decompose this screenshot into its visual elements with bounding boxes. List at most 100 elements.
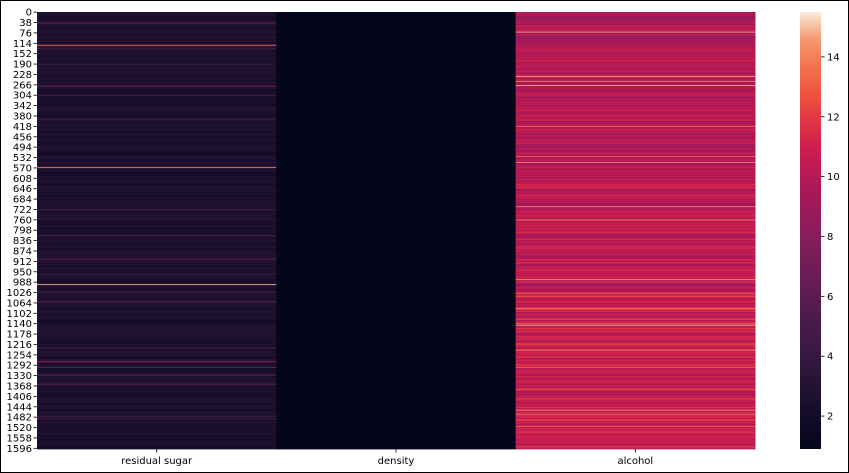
heatmap-cell (37, 303, 277, 306)
heatmap-cell (37, 142, 277, 144)
heatmap-cell (276, 40, 517, 42)
heatmap-cell (276, 375, 517, 377)
heatmap-cell (515, 89, 756, 92)
heatmap-cell (515, 302, 756, 304)
heatmap-cell (515, 314, 756, 316)
heatmap-cell (37, 147, 277, 149)
heatmap-cell (276, 182, 517, 184)
heatmap-cell (276, 95, 517, 97)
heatmap-cell (37, 150, 277, 152)
heatmap-cell (37, 96, 277, 98)
heatmap-cell (37, 250, 277, 252)
heatmap-cell (276, 102, 517, 104)
heatmap-cell (37, 285, 277, 287)
heatmap-cell (515, 266, 756, 269)
heatmap-cell (515, 63, 756, 65)
heatmap-cell (37, 413, 277, 415)
heatmap-cell (515, 285, 756, 288)
heatmap-cell (37, 52, 277, 54)
y-tick-label: 1444 (7, 402, 32, 413)
heatmap-cell (37, 134, 277, 137)
heatmap-cell (515, 232, 756, 234)
heatmap-cell (37, 420, 277, 422)
heatmap-cell (37, 116, 277, 118)
heatmap-cell (276, 185, 517, 188)
heatmap-cell (37, 305, 277, 307)
heatmap-cell (276, 176, 517, 179)
heatmap-cell (515, 281, 756, 283)
heatmap-cell (37, 98, 277, 100)
heatmap-cell (515, 25, 756, 27)
heatmap-cell (515, 45, 756, 47)
heatmap-cell (515, 261, 756, 263)
heatmap-cell (276, 276, 517, 279)
heatmap-cell (276, 55, 517, 57)
heatmap-cell (515, 260, 756, 262)
heatmap-cell (276, 341, 517, 343)
heatmap-cell (37, 411, 277, 413)
heatmap-cell (515, 212, 756, 215)
heatmap-cell (37, 287, 277, 289)
heatmap-cell (37, 180, 277, 183)
heatmap-cell (276, 211, 517, 213)
heatmap-cell (515, 55, 756, 57)
heatmap-cell (276, 403, 517, 405)
heatmap-cell (37, 164, 277, 166)
heatmap-cell (37, 361, 277, 363)
heatmap-cell (37, 121, 277, 123)
heatmap-cell (515, 339, 756, 342)
heatmap-cell (276, 226, 517, 229)
heatmap-cell (276, 112, 517, 114)
heatmap-cell (37, 424, 277, 426)
heatmap-cell (276, 28, 517, 30)
heatmap-cell (515, 179, 756, 181)
heatmap-cell (37, 408, 277, 411)
heatmap-cell (515, 409, 756, 411)
heatmap-cell (37, 197, 277, 199)
heatmap-cell (37, 367, 277, 370)
heatmap-cell (37, 152, 277, 154)
heatmap-cell (276, 52, 517, 55)
heatmap-cell (37, 348, 277, 351)
heatmap-cell (515, 83, 756, 85)
heatmap-cell (37, 167, 277, 169)
heatmap-cell (515, 33, 756, 35)
heatmap-cell (37, 125, 277, 127)
heatmap-cell (515, 165, 756, 167)
heatmap-cell (515, 352, 756, 354)
heatmap-cell (276, 426, 517, 429)
heatmap-cell (515, 106, 756, 108)
colorbar-tick-label: 2 (827, 412, 833, 423)
heatmap-cell (515, 226, 756, 229)
heatmap-cell (276, 270, 517, 272)
heatmap-cell (37, 16, 277, 18)
heatmap-cell (515, 384, 756, 386)
heatmap-cell (276, 15, 517, 17)
heatmap-cell (515, 359, 756, 361)
heatmap-cell (37, 409, 277, 411)
heatmap-cell (515, 98, 756, 101)
heatmap-cell (37, 86, 277, 88)
heatmap-cell (276, 289, 517, 292)
heatmap-cell (276, 419, 517, 421)
heatmap-cell (276, 203, 517, 206)
heatmap-cell (37, 214, 277, 216)
heatmap-cell (276, 200, 517, 202)
heatmap-cell (276, 311, 517, 313)
heatmap-cell (276, 357, 517, 359)
heatmap-cell (37, 175, 277, 177)
heatmap-cell (37, 444, 277, 446)
heatmap-cell (276, 385, 517, 387)
heatmap-cell (37, 444, 277, 447)
heatmap-cell (37, 438, 277, 440)
heatmap-cell (515, 436, 756, 438)
heatmap-cell (37, 271, 277, 273)
y-tick-label: 1254 (7, 350, 32, 361)
heatmap-cell (515, 293, 756, 295)
heatmap-cell (37, 363, 277, 365)
heatmap-cell (37, 225, 277, 227)
heatmap-cell (276, 294, 517, 296)
heatmap-cell (276, 359, 517, 361)
heatmap-cell (276, 304, 517, 306)
heatmap-cell (37, 306, 277, 308)
